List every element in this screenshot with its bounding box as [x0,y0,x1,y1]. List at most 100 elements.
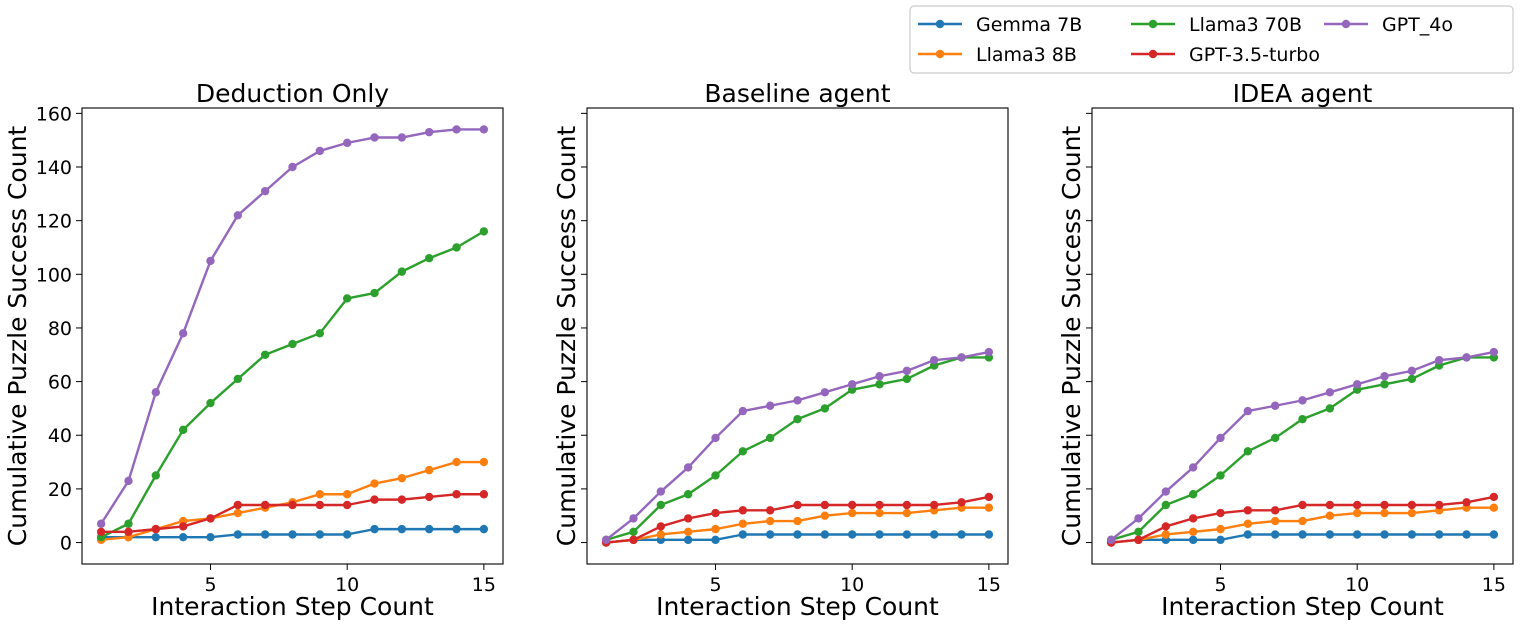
data-point [1434,355,1444,365]
data-point [1298,516,1307,526]
data-point [1298,500,1307,510]
series-llama3-70b [601,353,994,545]
data-point [1188,535,1198,545]
data-point [847,500,857,510]
chart-title: IDEA agent [1233,79,1373,108]
y-tick-label: 120 [36,211,72,233]
data-point [370,479,379,488]
data-point [820,511,830,520]
series-llama3-70b [1106,353,1499,545]
data-point [1380,380,1389,389]
data-point [1243,530,1253,539]
data-point [288,162,297,172]
data-point [1243,406,1253,416]
data-point [738,519,748,528]
legend-swatch-marker [1341,19,1351,29]
data-point [1243,506,1253,515]
data-point [1161,487,1171,496]
data-point [479,457,489,467]
data-point [656,522,666,531]
data-point [124,519,133,528]
data-point [629,514,638,523]
data-point [452,243,461,252]
data-point [1298,530,1307,539]
data-point [1325,500,1335,510]
data-point [1106,535,1116,545]
data-point [151,471,161,480]
legend-label: Gemma 7B [976,14,1082,36]
x-tick-label: 15 [1482,574,1506,596]
plot-frame [586,107,1009,565]
legend-swatch-marker [935,19,945,29]
plot-frame [1091,107,1514,565]
data-point [288,500,297,510]
data-point [957,353,966,362]
data-point [1434,500,1444,510]
data-point [1243,519,1253,528]
data-point [902,530,912,539]
data-point [342,138,352,148]
data-point [1462,353,1471,362]
data-point [233,508,243,518]
data-point [683,463,693,472]
data-point [875,500,884,510]
x-tick-label: 10 [840,574,864,596]
plot-frame [81,107,504,565]
data-point [288,530,297,539]
data-point [1161,522,1171,531]
charts: Deduction Only 5 10 15 0 20 40 60 80 100 120 140 160… [3,79,1514,621]
data-point [984,530,994,539]
data-point [902,508,912,518]
data-point [206,256,215,266]
data-point [629,535,638,545]
data-point [233,500,243,510]
data-point [957,530,966,539]
data-point [765,401,775,410]
data-point [711,508,720,518]
legend-entry-llama3-70b: Llama3 70B [1131,14,1302,36]
data-point [1352,508,1362,518]
y-axis-label: Cumulative Puzzle Success Count [1057,126,1086,547]
data-point [875,530,884,539]
data-point [1134,527,1143,537]
data-point [711,433,720,443]
data-point [1462,498,1471,507]
data-point [902,366,912,376]
data-point [178,425,188,435]
y-tick-label: 140 [36,157,72,179]
data-point [820,500,830,510]
data-point [1298,396,1307,405]
data-point [1216,524,1225,534]
chart-title: Baseline agent [704,79,890,108]
data-point [1216,535,1225,545]
data-point [206,398,215,408]
data-point [1216,433,1225,443]
data-point [178,532,188,542]
data-point [765,506,775,515]
data-point [315,500,325,510]
data-point [601,535,611,545]
data-point [711,535,720,545]
series-gpt-3-5-turbo [96,490,489,537]
data-point [793,396,802,405]
y-tick-label: 160 [36,103,72,125]
data-point [1462,530,1471,539]
data-point [260,186,270,196]
legend: Gemma 7B Llama3 8B Llama3 70B GPT-3.5-turbo… [909,5,1514,74]
chart-panel-1: Deduction Only 5 10 15 0 20 40 60 80 100 120 140 160… [3,79,504,621]
data-point [397,473,407,483]
series-gpt-4o [601,347,994,545]
data-point [1434,530,1444,539]
data-point [984,492,994,502]
data-point [1188,490,1198,499]
data-point [711,471,720,480]
y-tick-label: 80 [48,318,72,340]
data-point [793,530,802,539]
data-point [1216,471,1225,480]
x-tick-label: 10 [335,574,359,596]
data-point [1134,514,1143,523]
series-gpt-4o [1106,347,1499,545]
data-point [1489,503,1499,512]
data-point [1325,404,1335,413]
data-point [151,524,161,534]
